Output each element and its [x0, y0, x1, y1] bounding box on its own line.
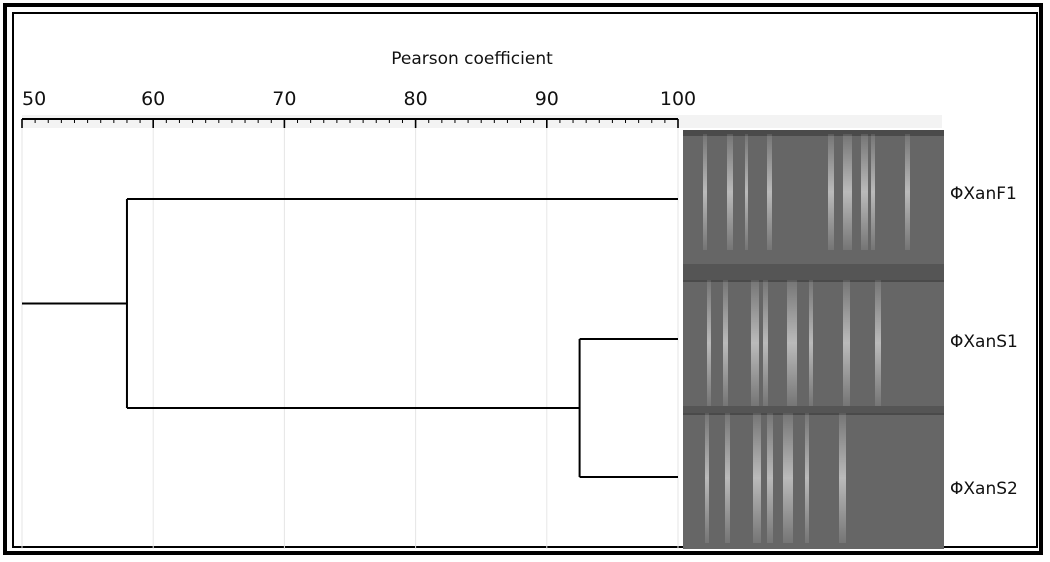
leaf-labels: ΦXanF1 ΦXanS1 ΦXanS2	[950, 184, 1018, 499]
tick-label: 80	[404, 88, 428, 110]
axis-title: Pearson coefficient	[391, 49, 553, 69]
gel-band	[861, 134, 868, 250]
gel-band	[805, 413, 809, 543]
tick-label: 50	[22, 88, 46, 110]
leaf-label-xans2: ΦXanS2	[950, 479, 1018, 499]
gel-band	[705, 413, 709, 543]
major-ticks	[21, 119, 679, 128]
inner-frame	[12, 12, 1038, 548]
gridlines: 50 60 70 80 90 100	[21, 88, 696, 549]
gel-band	[905, 134, 910, 250]
gel-band	[763, 280, 768, 406]
gel-band	[809, 280, 813, 406]
gel-band	[751, 280, 759, 406]
gel-band	[745, 134, 748, 250]
gel-band	[783, 413, 793, 543]
gel-band	[707, 280, 711, 406]
gel-band	[753, 413, 761, 543]
minor-ticks	[34, 119, 666, 123]
tick-label: 60	[141, 88, 165, 110]
tick-label: 90	[535, 88, 559, 110]
gel-band	[843, 280, 850, 406]
gel-background	[683, 131, 944, 549]
gel-lanes	[683, 130, 944, 543]
outer-frame	[3, 3, 1043, 555]
tick-label: 100	[660, 88, 696, 110]
axis-band	[22, 115, 942, 128]
tick-label: 70	[272, 88, 296, 110]
dendrogram-branches	[22, 198, 678, 478]
gel-band	[843, 134, 852, 250]
gel-band	[839, 413, 846, 543]
lane-gap	[683, 130, 944, 136]
leaf-label-xanf1: ΦXanF1	[950, 184, 1017, 204]
lane-gap	[683, 264, 944, 280]
leaf-label-xans1: ΦXanS1	[950, 332, 1018, 352]
gel-band	[725, 413, 730, 543]
gel-band	[723, 280, 728, 406]
gel-band	[767, 413, 773, 543]
gel-band	[767, 134, 772, 250]
gel-image	[683, 130, 944, 549]
lane-gap	[683, 406, 944, 413]
gel-band	[787, 280, 797, 406]
gel-band	[703, 134, 707, 250]
gel-band	[828, 134, 834, 250]
gel-band	[871, 134, 875, 250]
gel-band	[875, 280, 881, 406]
gel-band	[727, 134, 733, 250]
